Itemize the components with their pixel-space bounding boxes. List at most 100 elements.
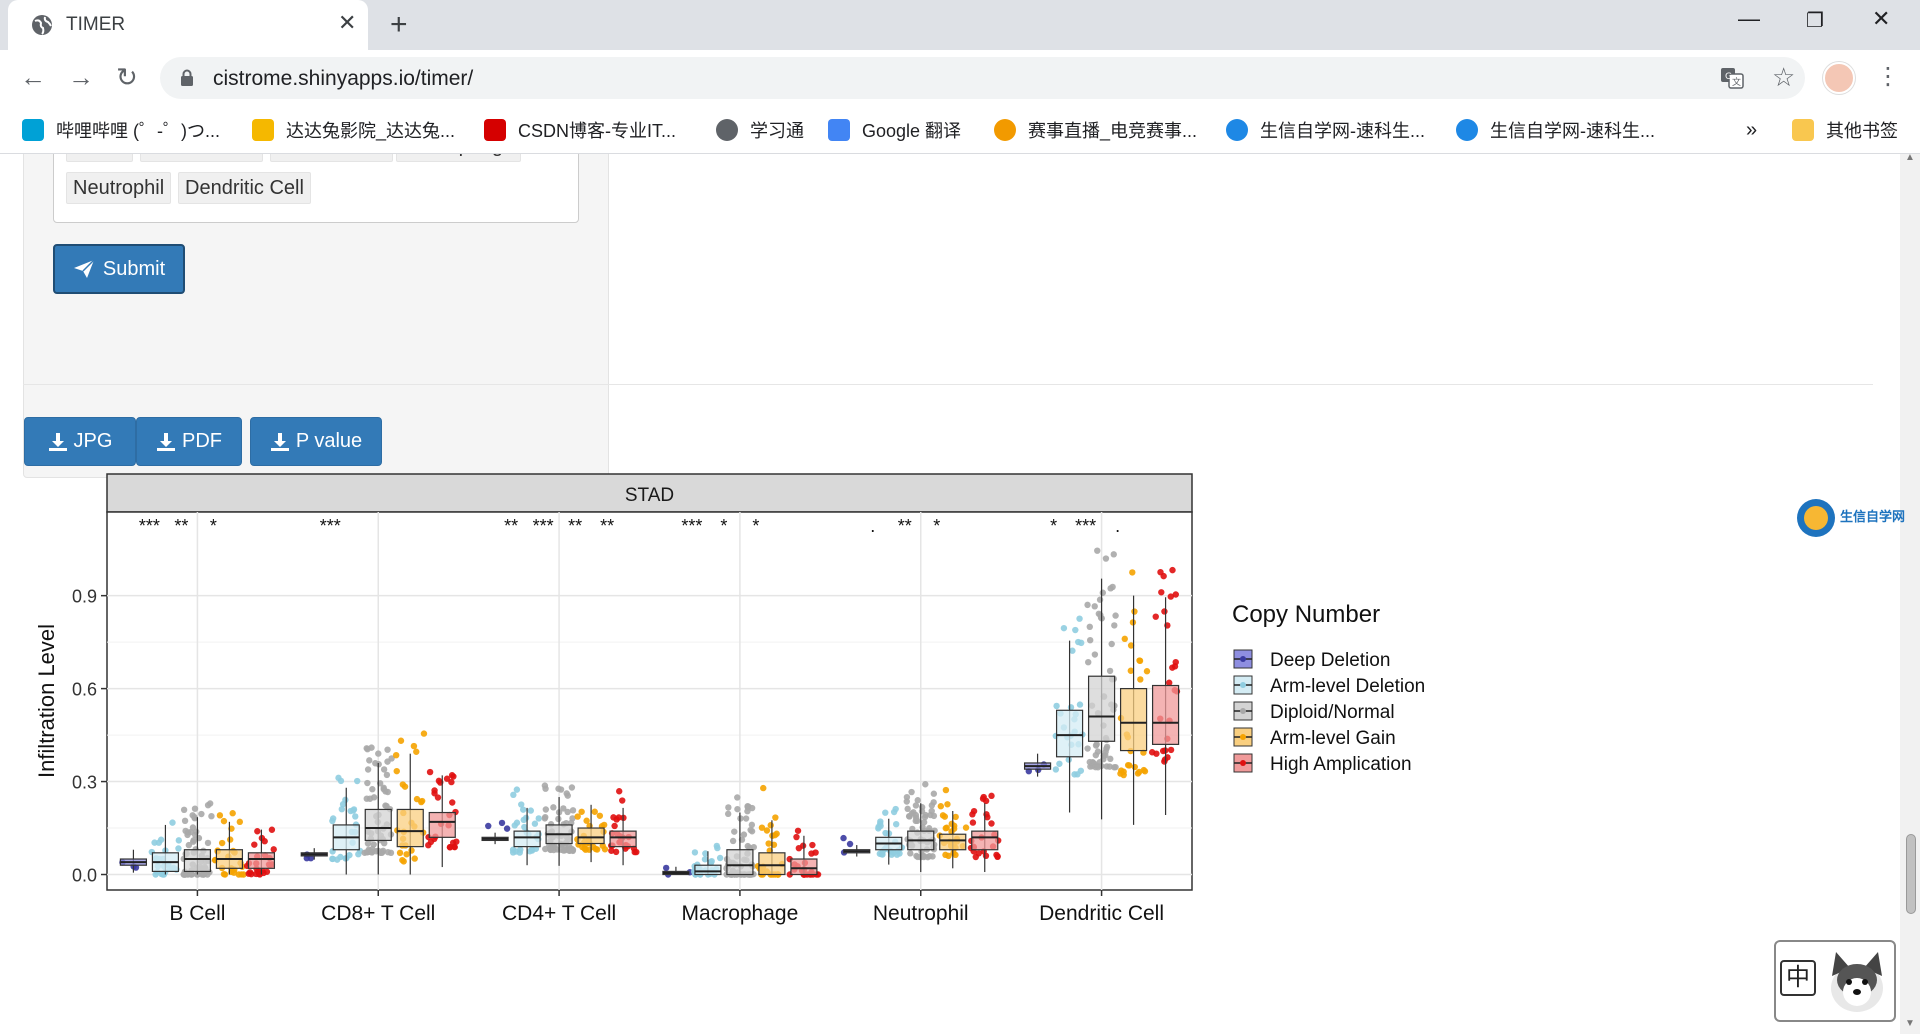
bookmark-item[interactable]: 学习通	[716, 116, 804, 144]
address-bar[interactable]: cistrome.shinyapps.io/timer/ G 文 ☆	[160, 57, 1805, 99]
download-icon	[270, 432, 289, 451]
download-pvalue-button[interactable]: P value	[250, 417, 382, 466]
data-point	[132, 864, 140, 871]
bookmark-item[interactable]: 哔哩哔哩 (゜-゜)つ...	[22, 116, 220, 144]
data-point	[596, 812, 604, 819]
selected-chip[interactable]: CD4+ T Cell	[270, 154, 393, 162]
data-point	[591, 808, 598, 815]
scroll-up-icon[interactable]: ▲	[1905, 152, 1915, 163]
menu-icon[interactable]: ⋮	[1876, 63, 1900, 90]
selected-chip[interactable]: CD8+ T Cell	[140, 154, 263, 162]
submit-button[interactable]: Submit	[53, 244, 185, 294]
data-point	[1067, 704, 1075, 711]
box-body	[577, 827, 605, 845]
data-point	[375, 750, 382, 757]
data-point	[448, 772, 456, 779]
browser-chrome: TIMER ✕ + — ❐ ✕ ← → ↻ cistrome.shinyapps…	[0, 0, 1920, 154]
download-jpg-label: JPG	[73, 430, 113, 452]
bookmark-item[interactable]: 达达兔影院_达达兔...	[252, 116, 455, 144]
selected-chip[interactable]: B Cell	[66, 154, 134, 162]
data-point	[329, 855, 336, 863]
data-point	[1111, 764, 1118, 771]
data-point	[758, 824, 766, 831]
data-point	[220, 817, 228, 825]
data-point	[270, 846, 277, 853]
other-bookmarks-folder[interactable]: 其他书签	[1792, 116, 1898, 144]
reload-icon[interactable]: ↻	[116, 62, 138, 92]
page-scrollbar[interactable]: ▲ ▼	[1900, 152, 1920, 1034]
selected-chip[interactable]: Dendritic Cell	[178, 172, 311, 204]
data-point	[725, 804, 732, 811]
data-point	[246, 869, 254, 876]
tab-close-icon[interactable]: ✕	[338, 10, 357, 35]
data-point	[361, 849, 368, 856]
data-point	[969, 819, 977, 826]
forward-icon[interactable]: →	[68, 62, 94, 92]
back-icon[interactable]: ←	[20, 62, 46, 92]
data-point	[350, 807, 357, 814]
cell-type-select[interactable]: B Cell CD8+ T Cell CD4+ T Cell Macrophag…	[53, 154, 579, 223]
download-jpg-button[interactable]: JPG	[24, 417, 136, 466]
window-close-icon[interactable]: ✕	[1872, 6, 1891, 31]
profile-avatar[interactable]	[1823, 62, 1855, 94]
data-point	[175, 837, 183, 844]
selected-chip[interactable]: Neutrophil	[66, 172, 172, 204]
svg-text:G: G	[1725, 72, 1732, 82]
plot-panel	[106, 511, 1193, 891]
legend-label: High Amplication	[1270, 754, 1412, 775]
box-body	[1055, 709, 1084, 758]
data-point	[912, 817, 919, 825]
data-point	[972, 853, 979, 861]
significance-label: ***	[1075, 516, 1096, 536]
data-point	[882, 809, 889, 816]
data-point	[158, 870, 165, 878]
data-point	[393, 767, 400, 775]
data-point	[364, 840, 372, 847]
data-point	[175, 845, 182, 852]
send-icon	[73, 259, 95, 278]
download-pdf-button[interactable]: PDF	[136, 417, 242, 466]
data-point	[180, 806, 188, 814]
scroll-down-icon[interactable]: ▼	[1905, 1018, 1915, 1029]
new-tab-icon[interactable]: +	[390, 8, 408, 41]
significance-label: *	[1050, 516, 1057, 536]
data-point	[969, 811, 976, 818]
data-point	[907, 850, 914, 857]
data-point	[734, 794, 741, 801]
data-point	[1131, 608, 1138, 615]
bookmark-item[interactable]: Google 翻译	[828, 116, 961, 144]
bookmark-item[interactable]: 生信自学网-速科生...	[1456, 116, 1655, 144]
data-point	[560, 805, 567, 812]
bookmark-item[interactable]: 赛事直播_电竞赛事...	[994, 116, 1197, 144]
minimize-icon[interactable]: —	[1738, 6, 1760, 31]
data-point	[979, 795, 987, 802]
infiltration-boxplot: STAD 0.0 0.3 0.6 0.9 Infiltration Level B Cell…	[34, 473, 1425, 925]
scroll-thumb[interactable]	[1906, 834, 1916, 914]
box-body	[758, 852, 786, 876]
restore-icon[interactable]: ❐	[1806, 10, 1824, 32]
ime-indicator[interactable]: 中	[1774, 940, 1896, 1022]
bookmark-star-icon[interactable]: ☆	[1772, 62, 1796, 92]
data-point	[560, 847, 567, 854]
more-bookmarks-button[interactable]: »	[1746, 118, 1758, 141]
significance-label: **	[600, 516, 614, 536]
data-point	[1078, 639, 1085, 647]
data-point	[183, 871, 191, 878]
tab-strip: TIMER ✕ + — ❐ ✕	[0, 0, 1920, 50]
translate-icon[interactable]: G 文	[1720, 66, 1744, 90]
legend-label: Arm-level Deletion	[1270, 676, 1425, 697]
browser-tab[interactable]: TIMER ✕	[8, 0, 368, 50]
selected-chip[interactable]: Macrophage	[396, 154, 522, 162]
download-pvalue-label: P value	[295, 430, 363, 452]
url-text: cistrome.shinyapps.io/timer/	[213, 67, 474, 90]
data-point	[517, 846, 524, 853]
data-point	[924, 853, 932, 861]
bookmark-item[interactable]: 生信自学网-速科生...	[1226, 116, 1425, 144]
data-point	[542, 845, 549, 853]
data-point	[930, 799, 937, 806]
data-point	[557, 786, 565, 793]
bookmark-item[interactable]: CSDN博客-专业IT...	[484, 116, 676, 144]
data-point	[767, 822, 774, 829]
data-point	[984, 813, 991, 821]
data-point	[503, 825, 511, 832]
